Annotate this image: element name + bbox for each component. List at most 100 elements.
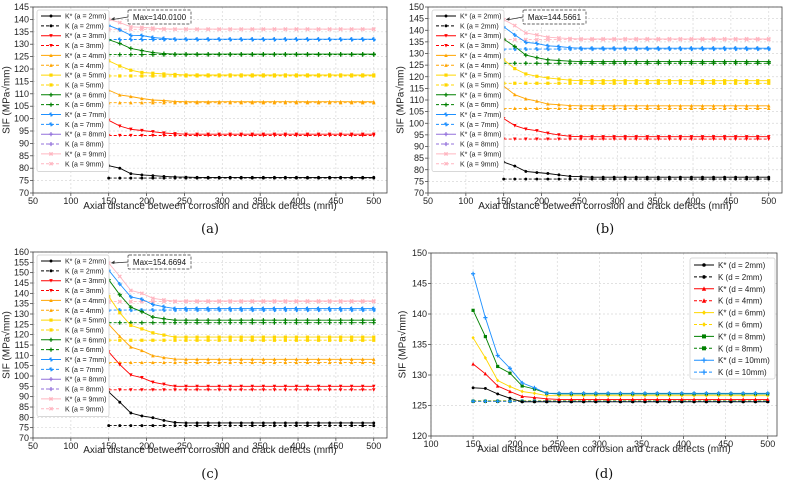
- data-point: [261, 306, 266, 311]
- data-point: [656, 46, 661, 51]
- data-point: [117, 37, 122, 42]
- data-point: [744, 59, 749, 64]
- data-point: [139, 291, 144, 296]
- data-point: [372, 175, 376, 179]
- data-point: [350, 421, 354, 425]
- data-point: [496, 364, 500, 369]
- data-point: [261, 318, 266, 323]
- series-k-a-9mm-: [106, 17, 376, 32]
- data-point: [294, 132, 299, 137]
- legend-label: K (d = 6mm): [718, 321, 763, 330]
- data-point: [294, 37, 299, 42]
- data-point: [360, 306, 365, 311]
- x-tick-label: 250: [550, 439, 565, 449]
- data-point: [305, 384, 310, 389]
- data-point: [118, 363, 122, 367]
- data-point: [117, 281, 122, 287]
- data-point: [524, 81, 528, 85]
- data-point: [634, 81, 638, 85]
- legend-label: K* (a = 2mm): [65, 259, 106, 266]
- data-point: [228, 424, 232, 428]
- data-point: [239, 27, 244, 32]
- data-point: [228, 388, 232, 392]
- data-point: [582, 400, 586, 404]
- y-tick-label: 105: [14, 101, 29, 111]
- data-point: [656, 137, 661, 141]
- data-point: [667, 397, 672, 401]
- data-point: [118, 124, 122, 128]
- legend-label: K (a = 2mm): [65, 268, 104, 275]
- data-point: [507, 366, 513, 371]
- data-point: [590, 79, 594, 83]
- legend-marker: [49, 122, 53, 127]
- data-point: [520, 380, 525, 386]
- data-point: [349, 384, 354, 389]
- data-point: [360, 384, 365, 389]
- x-tick-label: 500: [366, 196, 381, 206]
- data-point: [250, 99, 255, 104]
- x-tick-label: 150: [101, 196, 116, 206]
- data-point: [140, 338, 144, 342]
- data-point: [634, 46, 639, 51]
- data-point: [716, 391, 721, 396]
- data-point: [524, 127, 528, 131]
- data-point: [722, 46, 727, 51]
- data-point: [523, 61, 528, 66]
- legend-marker: [49, 308, 53, 312]
- data-point: [239, 298, 244, 304]
- data-point: [139, 320, 144, 325]
- x-tick-label: 150: [466, 439, 481, 449]
- data-point: [261, 99, 266, 104]
- data-point: [755, 106, 760, 110]
- data-point: [766, 46, 771, 51]
- legend-label: K* (d = 10mm): [718, 356, 770, 365]
- data-point: [579, 103, 583, 108]
- data-point: [507, 399, 513, 404]
- x-axis-label: Axial distance between corrosion and cra…: [83, 201, 336, 212]
- y-tick-label: 150: [412, 248, 427, 258]
- data-point: [338, 298, 343, 304]
- data-point: [327, 384, 332, 389]
- data-point: [150, 26, 155, 31]
- series-k-a-2mm-: [107, 164, 376, 179]
- y-tick-label: 100: [14, 114, 29, 124]
- data-point: [691, 391, 697, 396]
- data-point: [195, 52, 200, 57]
- data-point: [711, 59, 716, 64]
- legend-label: K (a = 6mm): [65, 102, 104, 109]
- data-point: [733, 59, 738, 64]
- data-point: [483, 334, 487, 339]
- data-point: [261, 27, 266, 32]
- y-tick-label: 70: [414, 188, 424, 198]
- data-point: [239, 132, 243, 137]
- data-point: [579, 46, 583, 51]
- data-point: [206, 360, 210, 365]
- data-point: [512, 61, 517, 66]
- data-point: [272, 335, 277, 339]
- data-point: [372, 424, 376, 428]
- data-point: [150, 307, 155, 313]
- data-point: [338, 37, 343, 42]
- data-point: [184, 388, 188, 392]
- y-tick-label: 90: [19, 392, 29, 402]
- data-point: [523, 30, 528, 36]
- legend-marker: [444, 34, 448, 38]
- data-point: [161, 316, 167, 321]
- legend-marker: [444, 122, 448, 127]
- data-point: [272, 27, 277, 32]
- legend-label: K (a = 7mm): [460, 122, 499, 129]
- data-point: [753, 397, 758, 401]
- data-point: [722, 135, 727, 139]
- data-point: [294, 73, 299, 77]
- data-point: [634, 137, 638, 141]
- data-point: [294, 298, 299, 304]
- data-point: [349, 99, 354, 104]
- data-point: [316, 335, 321, 339]
- data-point: [173, 360, 177, 365]
- legend-marker: [443, 161, 449, 166]
- data-point: [371, 306, 376, 311]
- data-point: [545, 400, 549, 404]
- series-k-a-3mm-: [106, 388, 376, 392]
- data-point: [524, 106, 528, 110]
- data-point: [305, 306, 310, 311]
